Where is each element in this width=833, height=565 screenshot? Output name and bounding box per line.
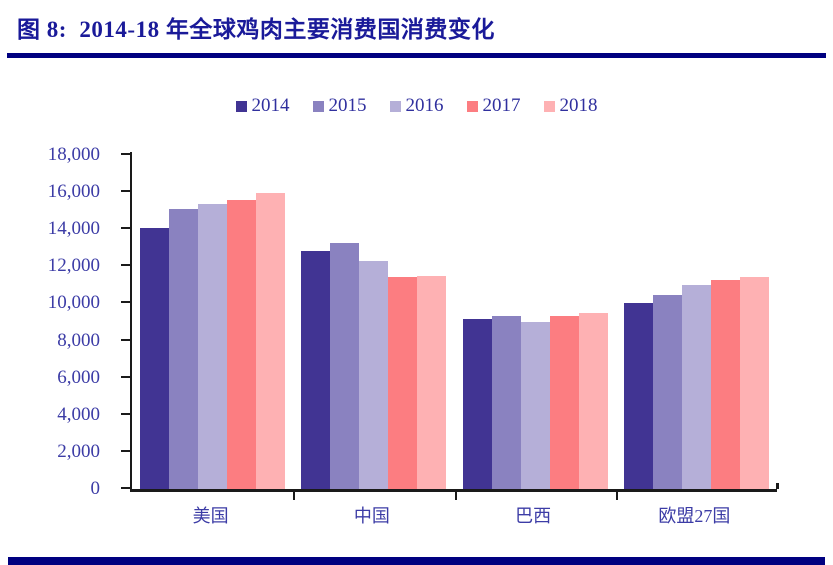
footer-divider-rule	[8, 557, 825, 565]
x-tick-mark	[615, 492, 618, 500]
legend-label: 2017	[482, 95, 521, 116]
y-tick-mark	[121, 190, 130, 193]
bar-2018	[739, 277, 769, 489]
y-tick-label: 0	[90, 478, 101, 499]
bar-2017	[549, 316, 579, 489]
x-tick-mark	[293, 492, 296, 500]
bar-2014	[462, 319, 492, 489]
bar-2016	[520, 322, 550, 489]
legend-swatch-icon	[389, 100, 401, 112]
bar-2017	[710, 280, 740, 489]
bar-2014	[623, 303, 653, 489]
bar-2018	[417, 276, 447, 489]
legend-label: 2014	[251, 95, 290, 116]
bar-2015	[169, 209, 199, 489]
y-tick-label: 14,000	[47, 218, 100, 240]
bar-2016	[359, 261, 389, 489]
x-tick-mark	[454, 492, 457, 500]
bar-2015	[330, 243, 360, 489]
y-tick-mark	[121, 264, 130, 267]
bar-group-1	[132, 193, 293, 489]
bar-2014	[301, 251, 331, 489]
bar-groups	[132, 152, 777, 489]
y-tick-mark	[121, 153, 130, 155]
y-axis-labels: 0 2,000 4,000 6,000 8,000 10,000 12,000 14,000 1…	[0, 144, 100, 499]
plot-area	[121, 152, 779, 500]
legend-item-2018: 2018	[543, 95, 598, 117]
legend-item-2016: 2016	[389, 95, 444, 117]
y-tick-mark	[121, 412, 130, 415]
x-axis-label: 中国	[353, 506, 390, 526]
bar-group-4	[616, 277, 777, 489]
y-tick-label: 8,000	[57, 329, 100, 351]
legend-swatch-icon	[235, 100, 247, 112]
legend-label: 2018	[559, 95, 598, 116]
y-tick-mark	[121, 487, 130, 489]
y-tick-label: 12,000	[47, 255, 100, 277]
y-tick-label: 18,000	[47, 144, 100, 165]
bar-2016	[681, 285, 711, 489]
legend-swatch-icon	[312, 100, 324, 112]
y-tick-label: 16,000	[47, 181, 100, 203]
y-tick-mark	[121, 338, 130, 341]
x-axis-label: 欧盟27国	[658, 506, 731, 526]
y-tick-mark	[121, 301, 130, 304]
y-tick-label: 4,000	[57, 403, 100, 425]
legend-label: 2016	[405, 95, 444, 116]
title-divider-rule	[7, 53, 826, 58]
y-tick-label: 6,000	[57, 366, 100, 388]
bar-group-3	[455, 313, 616, 489]
y-tick-mark	[121, 227, 130, 230]
legend-item-2015: 2015	[312, 95, 367, 117]
x-axis-label: 巴西	[515, 506, 552, 526]
bar-2017	[388, 277, 418, 489]
bar-2016	[198, 204, 228, 489]
legend-item-2017: 2017	[466, 95, 521, 117]
chart-legend: 2014 2015 2016 2017 2018	[0, 95, 833, 117]
y-tick-label: 2,000	[57, 440, 100, 462]
bar-2018	[256, 193, 286, 489]
bar-group-2	[293, 243, 454, 489]
figure-title: 图 8: 2014-18 年全球鸡肉主要消费国消费变化	[17, 17, 495, 42]
bar-2017	[227, 200, 257, 489]
bar-2014	[140, 228, 170, 489]
x-axis-label: 美国	[192, 506, 229, 526]
legend-item-2014: 2014	[235, 95, 290, 117]
x-axis-end-tick	[776, 483, 779, 489]
y-tick-mark	[121, 375, 130, 378]
bar-2018	[578, 313, 608, 489]
y-tick-label: 10,000	[47, 292, 100, 314]
legend-swatch-icon	[466, 100, 478, 112]
legend-swatch-icon	[543, 100, 555, 112]
y-tick-mark	[121, 449, 130, 452]
bar-2015	[491, 316, 521, 489]
legend-label: 2015	[328, 95, 367, 116]
x-axis-labels: 美国 中国 巴西 欧盟27国	[130, 502, 775, 528]
bar-2015	[652, 295, 682, 489]
